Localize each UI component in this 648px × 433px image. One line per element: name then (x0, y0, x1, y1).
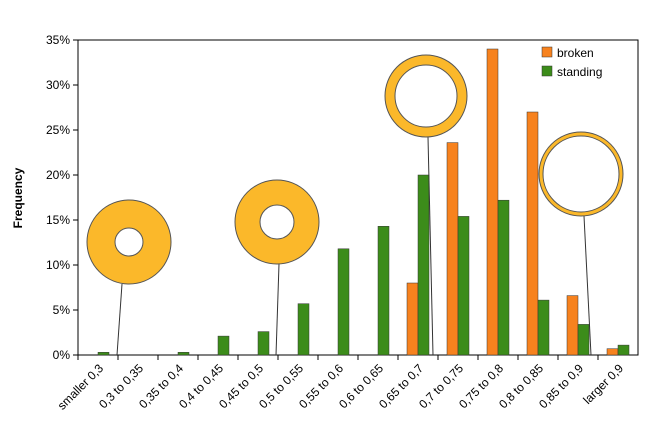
bar (377, 226, 390, 356)
bar (457, 216, 470, 356)
bar (337, 248, 350, 356)
legend-label: standing (557, 65, 602, 79)
pointer (427, 136, 434, 356)
x-tick-label: larger 0,9 (580, 361, 626, 407)
bar (537, 299, 550, 356)
x-tick-label: 0,85 to 0,9 (536, 361, 586, 411)
y-tick-label: 15% (46, 213, 70, 227)
legend-label: broken (557, 46, 594, 60)
bar (97, 352, 110, 356)
pointer (275, 263, 280, 356)
y-tick-label: 25% (46, 123, 70, 137)
y-tick-label: 30% (46, 78, 70, 92)
y-tick-label: 20% (46, 168, 70, 182)
legend-swatch (541, 65, 553, 77)
ring-illustrations (86, 54, 624, 356)
bar (606, 348, 619, 356)
bar (446, 142, 459, 356)
bar (566, 295, 579, 356)
ring-hole (394, 64, 458, 128)
legend: broken standing (541, 46, 602, 79)
bar (577, 324, 590, 356)
ring-hole (259, 204, 295, 240)
bar (406, 282, 419, 356)
bar (297, 303, 310, 356)
bar (526, 111, 539, 356)
legend-swatch (541, 46, 553, 58)
ring-hole (114, 227, 144, 257)
bar (177, 352, 190, 356)
y-tick-label: 0% (53, 348, 71, 362)
bar (617, 344, 630, 356)
bar (486, 48, 499, 356)
pointer (583, 215, 592, 356)
bar (257, 331, 270, 356)
y-tick-label: 35% (46, 33, 70, 47)
pointer (116, 283, 123, 356)
y-tick-label: 10% (46, 258, 70, 272)
bar (217, 335, 230, 356)
y-axis-label: Frequency (11, 167, 25, 228)
bar (497, 199, 510, 356)
bar (417, 174, 430, 356)
y-tick-label: 5% (53, 303, 71, 317)
ring-hole (542, 135, 620, 213)
